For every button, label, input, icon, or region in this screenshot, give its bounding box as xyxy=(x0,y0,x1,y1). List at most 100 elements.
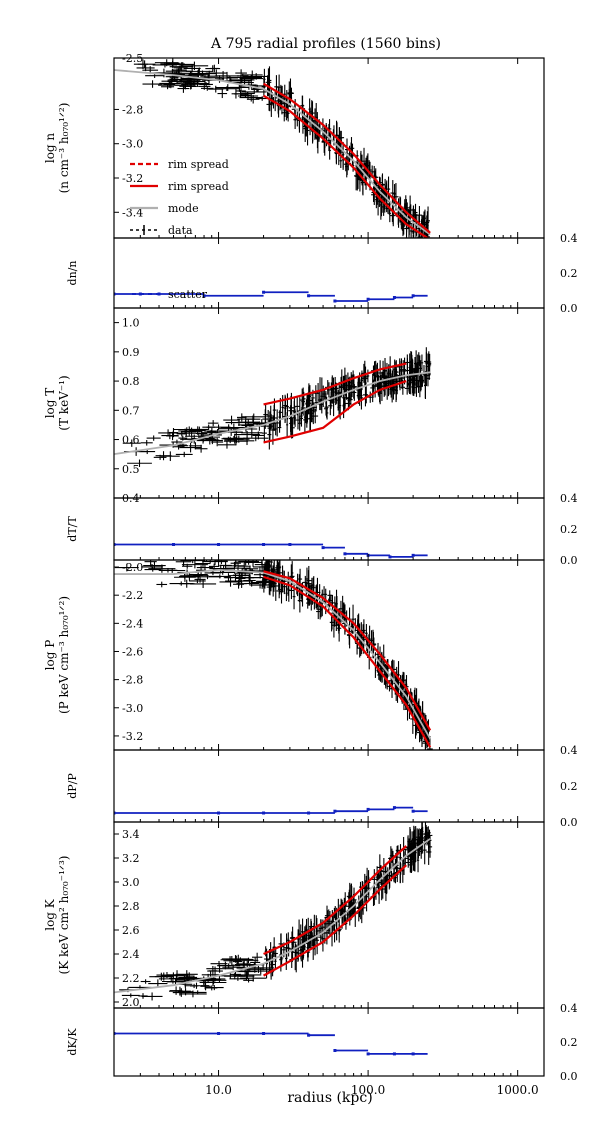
panel-entropy: 3.4 3.2 3.0 2.8 2.6 2.4 2.2 2.0 log K(K keV cm² … xyxy=(43,821,545,1009)
residual-point xyxy=(307,811,311,815)
y-tick-label: 2.8 xyxy=(122,900,140,913)
y-axis-label-line: log T xyxy=(43,388,57,419)
series-lower xyxy=(263,380,407,444)
y-tick-label: 3.0 xyxy=(122,876,140,889)
y-tick-label: -2.8 xyxy=(122,103,143,116)
legend: rim spread rim spread mode data xyxy=(130,158,229,237)
panel-plot-area xyxy=(114,290,428,303)
y-tick-label: 2.6 xyxy=(122,924,140,937)
legend-label: data xyxy=(168,224,193,237)
data-points xyxy=(133,58,430,238)
y-tick-label: -2.8 xyxy=(122,674,143,687)
y-tick-label: 0.2 xyxy=(560,267,578,280)
panel-density: -2.5 -2.8 -3.0 -3.2 -3.4 log n(n cm⁻³ h₀₇₀¹ᐟ²… xyxy=(43,52,545,239)
series-mode xyxy=(114,568,431,740)
panel-plot-area xyxy=(114,806,428,815)
panel-plot-area xyxy=(114,822,433,1001)
y-tick-label: 0.2 xyxy=(560,1036,578,1049)
y-axis-label-line: (n cm⁻³ h₀₇₀¹ᐟ²) xyxy=(57,103,71,194)
residual-point xyxy=(333,1049,337,1052)
data-points xyxy=(122,347,432,467)
series-mode xyxy=(114,69,431,236)
y-tick-label: 0.7 xyxy=(122,404,140,417)
y-tick-label: 0.5 xyxy=(122,463,140,476)
legend-label: rim spread xyxy=(168,158,229,171)
series-lower xyxy=(263,864,408,977)
y-tick-label: -3.0 xyxy=(122,702,143,715)
y-tick-label: 0.4 xyxy=(560,492,578,505)
series-upper xyxy=(263,845,408,956)
x-axis-label: radius (kpc) xyxy=(287,1090,372,1106)
legend-label-scatter: scatter xyxy=(168,288,208,301)
residual-point xyxy=(217,543,221,546)
legend-label: mode xyxy=(168,202,199,215)
residual-point xyxy=(366,1052,370,1056)
residual-point xyxy=(202,294,206,298)
y-tick-label: 0.4 xyxy=(560,744,578,757)
series-mode xyxy=(114,838,431,994)
y-tick-label: -2.2 xyxy=(122,589,143,602)
residual-point xyxy=(392,1052,396,1056)
x-tick-label: 100.0 xyxy=(351,1083,385,1097)
residual-point xyxy=(366,807,370,811)
residual-point xyxy=(333,299,337,303)
y-tick-label: -3.0 xyxy=(122,138,143,151)
y-tick-label: -3.2 xyxy=(122,172,143,185)
data-points xyxy=(119,822,433,1001)
panel-frame xyxy=(113,497,545,561)
panel-density-residual: 0.4 0.2 0.0 dn/n scatter xyxy=(66,232,578,315)
residual-point xyxy=(217,811,221,815)
residual-point xyxy=(114,811,116,815)
y-axis-label-line: (T keV⁻¹) xyxy=(57,375,71,430)
y-tick-label: 0.0 xyxy=(560,1070,578,1083)
panel-plot-area xyxy=(114,347,432,467)
residual-point xyxy=(411,809,415,813)
y-axis-label-line: (K keV cm² h₀₇₀⁻¹ᐟ³) xyxy=(57,856,71,975)
figure-title: A 795 radial profiles (1560 bins) xyxy=(210,36,441,52)
residual-point xyxy=(411,294,415,298)
residual-point xyxy=(217,1032,221,1035)
y-axis-label-line: log n xyxy=(43,133,57,164)
y-axis-label: dT/T xyxy=(66,516,79,542)
y-tick-label: 2.4 xyxy=(122,948,140,961)
residual-point xyxy=(388,555,392,559)
y-axis-label: dK/K xyxy=(66,1028,79,1056)
panel-pressure: -2.0 -2.2 -2.4 -2.6 -2.8 -3.0 -3.2 log P(P keV … xyxy=(43,559,545,751)
panel-plot-area xyxy=(114,1032,428,1056)
y-axis-label: dP/P xyxy=(66,773,79,799)
y-axis-label: log K(K keV cm² h₀₇₀⁻¹ᐟ³) xyxy=(43,856,71,975)
y-tick-label: -2.0 xyxy=(122,561,143,574)
y-axis-label-line: (P keV cm⁻³ h₀₇₀¹ᐟ²) xyxy=(57,596,71,714)
y-tick-label: 0.0 xyxy=(560,554,578,567)
residual-point xyxy=(411,553,415,557)
data-points xyxy=(114,560,433,750)
y-tick-label: -2.6 xyxy=(122,645,143,658)
y-axis-label: dn/n xyxy=(66,261,79,286)
x-tick-label: 1000.0 xyxy=(497,1083,539,1097)
panel-frame xyxy=(113,307,545,499)
panel-entropy-residual: 0.4 0.2 0.0 dK/K xyxy=(66,1002,578,1083)
y-axis-label-line: log P xyxy=(43,640,57,671)
residual-point xyxy=(321,546,325,550)
y-tick-label: 0.4 xyxy=(560,1002,578,1015)
residual-point xyxy=(262,290,266,294)
panel-plot-area xyxy=(114,560,433,750)
series-upper xyxy=(263,82,431,234)
y-tick-label: 0.4 xyxy=(560,232,578,245)
y-tick-label: 0.2 xyxy=(560,523,578,536)
residual-point xyxy=(172,543,176,546)
residual-point xyxy=(114,1032,116,1035)
residual-point xyxy=(343,552,347,556)
y-tick-label: 0.0 xyxy=(560,302,578,315)
y-tick-label: 0.0 xyxy=(560,816,578,829)
y-tick-label: 0.2 xyxy=(560,780,578,793)
panel-plot-area xyxy=(114,58,431,238)
panel-frame xyxy=(113,749,545,823)
y-axis-label: log P(P keV cm⁻³ h₀₇₀¹ᐟ²) xyxy=(43,596,71,714)
panel-temperature-residual: 0.4 0.2 0.0 dT/T xyxy=(66,492,578,567)
y-tick-label: -3.2 xyxy=(122,730,143,743)
residual-point xyxy=(262,1032,266,1035)
y-tick-label: 2.2 xyxy=(122,972,140,985)
